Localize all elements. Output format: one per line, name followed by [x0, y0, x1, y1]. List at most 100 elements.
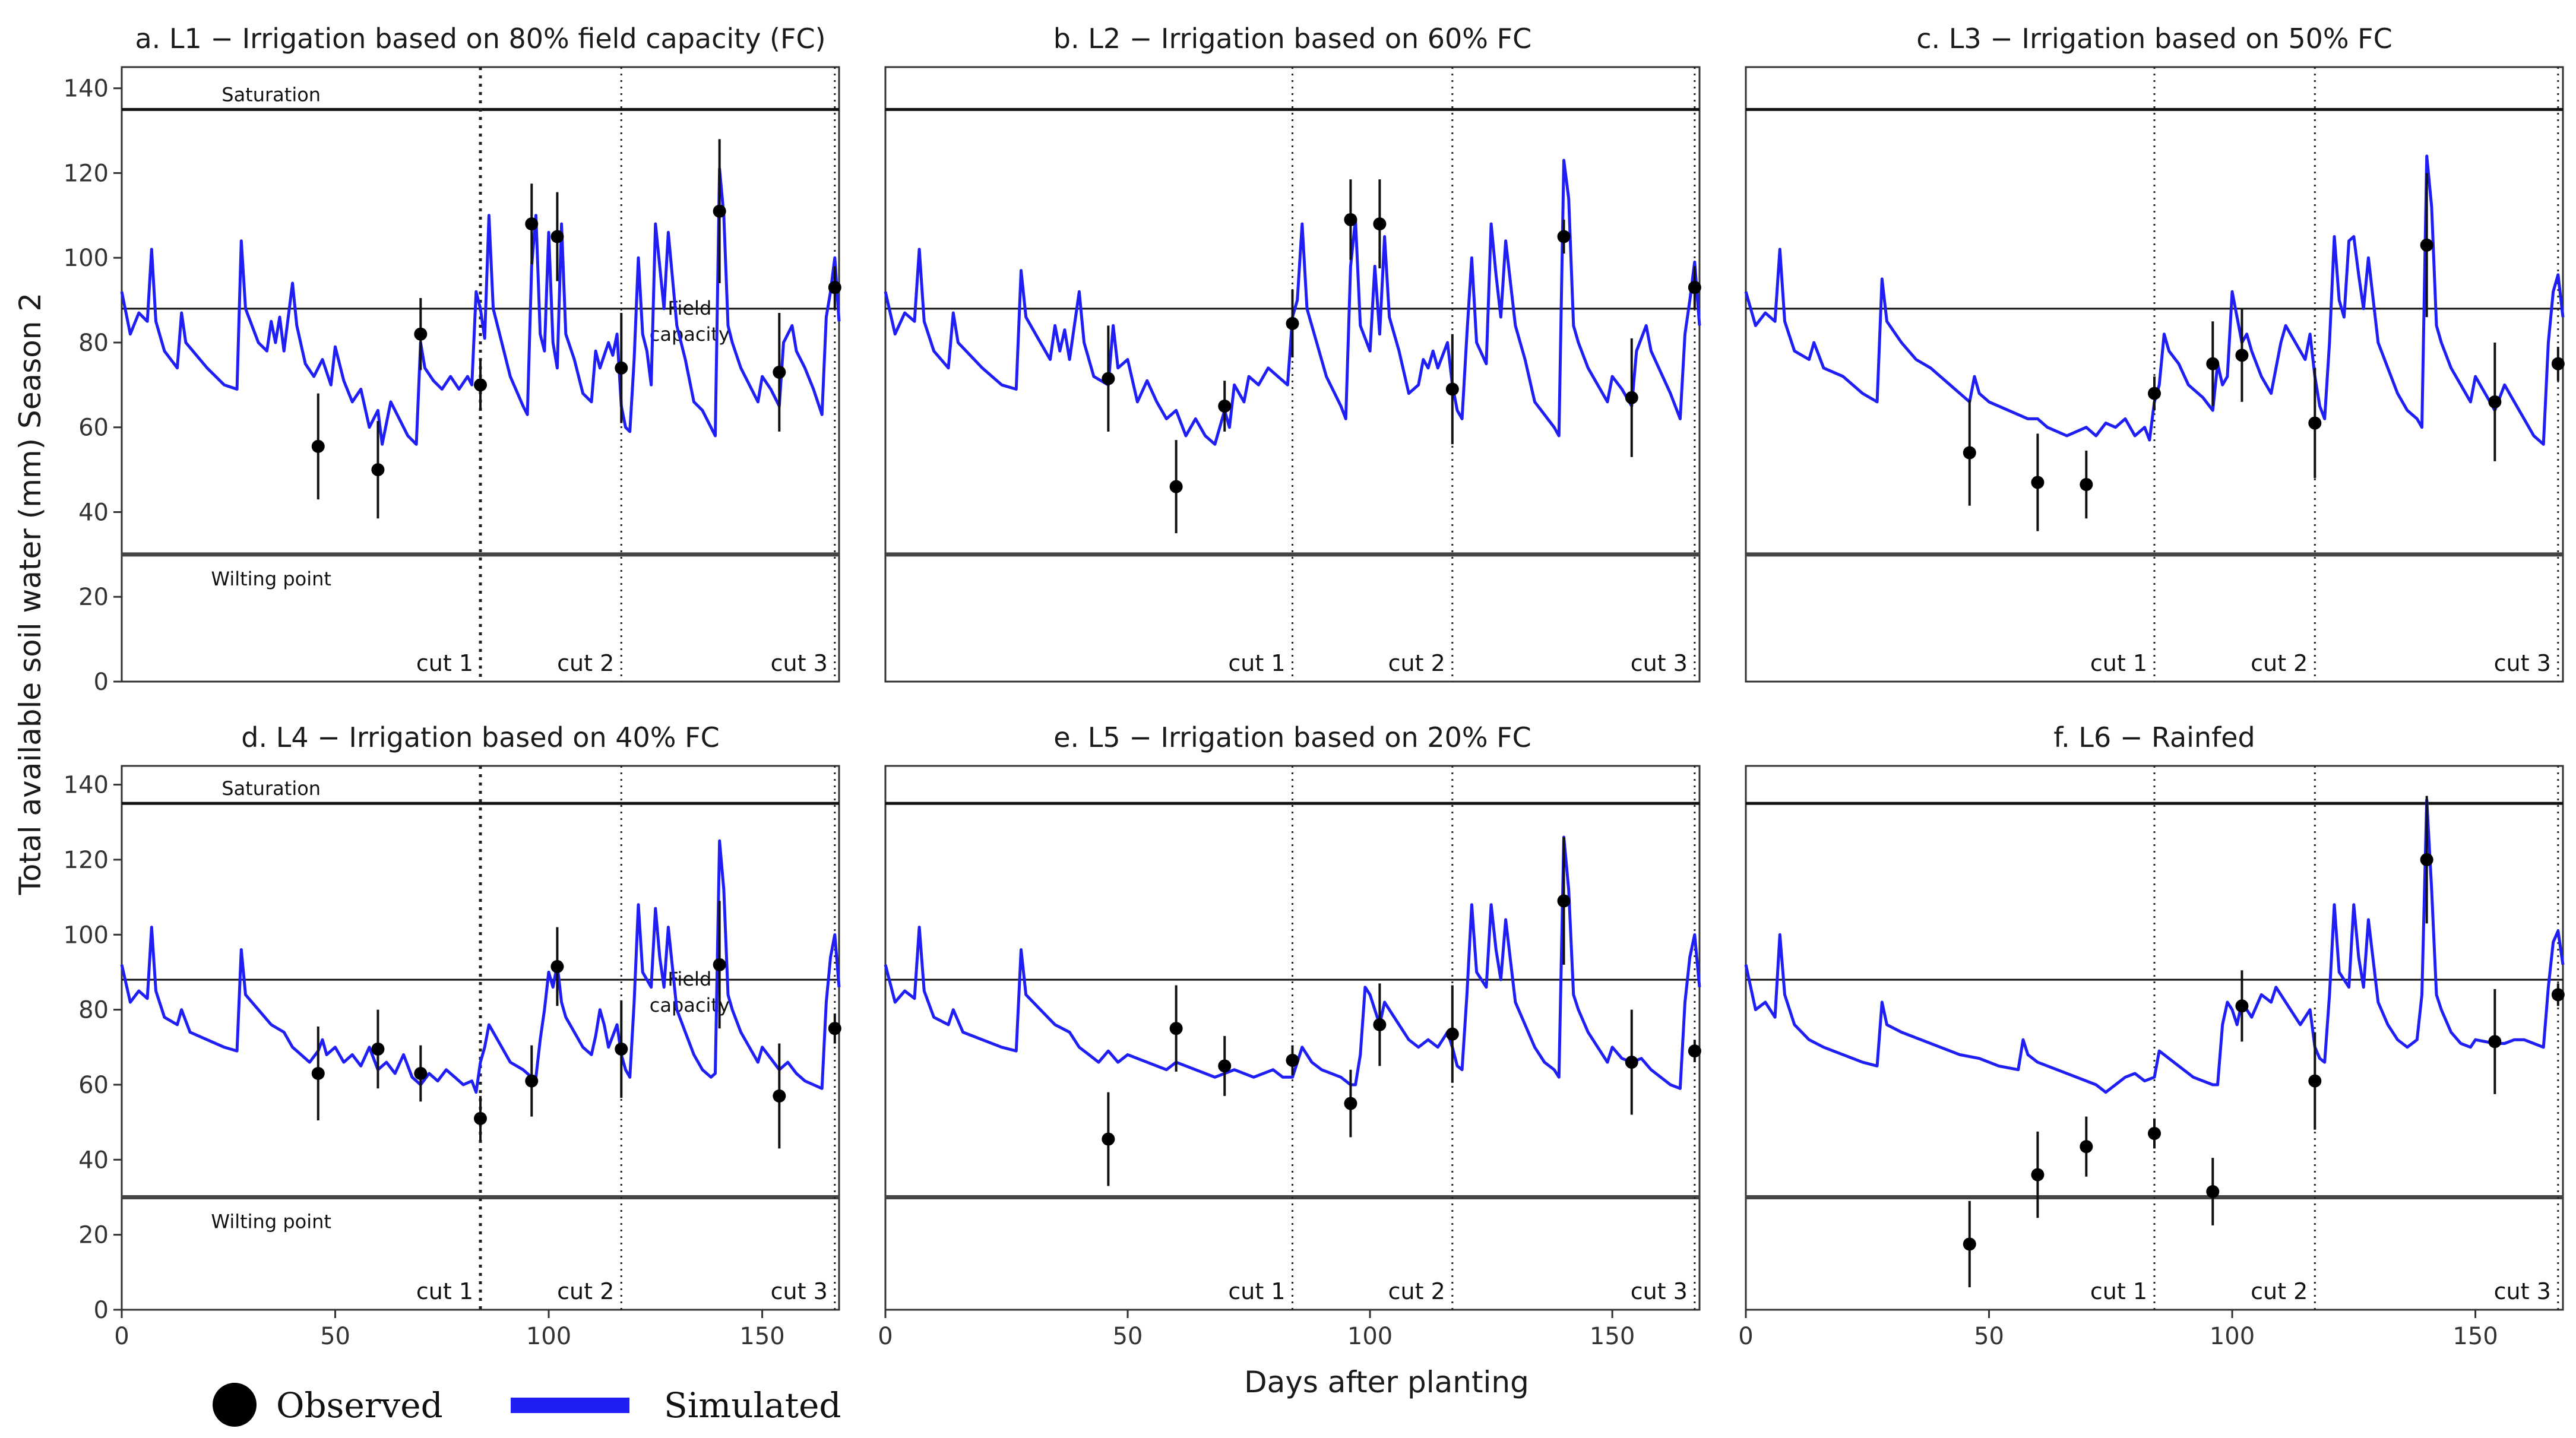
observed-point — [828, 281, 841, 294]
y-axis-label: Total available soil water (mm) Season 2 — [13, 293, 48, 895]
observed-point — [1445, 1027, 1459, 1041]
observed-point — [1625, 391, 1638, 404]
y-tick-label: 20 — [78, 1222, 109, 1249]
observed-point — [550, 959, 564, 973]
observed-point — [371, 463, 385, 477]
observed-point — [474, 378, 487, 392]
legend-observed-label: Observed — [276, 1385, 443, 1426]
observed-point — [474, 1111, 487, 1125]
observed-point — [1373, 1018, 1387, 1031]
cut-label: cut 2 — [1388, 650, 1445, 676]
observed-point — [1218, 1059, 1232, 1073]
observed-point — [1625, 1056, 1638, 1069]
panel-title: b. L2 − Irrigation based on 60% FC — [1053, 23, 1531, 55]
y-tick-label: 40 — [78, 499, 109, 526]
legend-simulated-swatch — [511, 1398, 629, 1413]
panel-1: a. L1 − Irrigation based on 80% field ca… — [64, 23, 841, 696]
simulated-line — [884, 159, 1701, 446]
observed-point — [1445, 382, 1459, 396]
panel-6: f. L6 − Rainfed 0 50 100 150 cut 1 cut 2 cut 3 — [1738, 721, 2565, 1350]
x-tick-label: 0 — [878, 1323, 893, 1350]
panel-4: d. L4 − Irrigation based on 40% FC 0 20 40 6… — [64, 721, 841, 1350]
observed-point — [2031, 1168, 2045, 1182]
observed-point — [2488, 395, 2502, 408]
y-tick-label: 80 — [78, 330, 109, 357]
observed-point — [2235, 349, 2249, 362]
cut-label: cut 1 — [2090, 1278, 2147, 1304]
observed-point — [2031, 476, 2045, 489]
observed-point — [525, 217, 539, 231]
observed-point — [1218, 400, 1232, 413]
cut-label: cut 3 — [2494, 650, 2551, 676]
observed-point — [2308, 416, 2322, 430]
observed-point — [311, 439, 325, 453]
panels: a. L1 − Irrigation based on 80% field ca… — [64, 23, 2565, 1350]
cut-label: cut 2 — [557, 1278, 614, 1304]
observed-point — [2080, 1140, 2093, 1154]
observed-point — [2148, 1127, 2161, 1141]
simulated-line — [120, 839, 841, 1094]
y-tick-label: 60 — [78, 1072, 109, 1099]
observed-point — [371, 1042, 385, 1056]
cut-label: cut 1 — [416, 1278, 473, 1304]
cut-label: cut 2 — [2251, 1278, 2308, 1304]
observed-point — [2235, 999, 2249, 1013]
observed-point — [2206, 357, 2220, 370]
wilting-point-label: Wilting point — [211, 568, 331, 590]
observed-point — [311, 1067, 325, 1081]
cut-label: cut 3 — [771, 650, 828, 676]
saturation-label: Saturation — [221, 83, 321, 106]
y-tick-label: 140 — [64, 772, 109, 799]
x-tick-label: 50 — [1974, 1323, 2004, 1350]
x-tick-label: 50 — [320, 1323, 350, 1350]
y-tick-label: 120 — [64, 847, 109, 874]
panel-title: d. L4 − Irrigation based on 40% FC — [241, 721, 719, 753]
x-tick-label: 150 — [739, 1323, 784, 1350]
observed-point — [414, 327, 428, 341]
panel-title: f. L6 − Rainfed — [2053, 721, 2255, 753]
panel-title: a. L1 − Irrigation based on 80% field ca… — [135, 23, 825, 55]
cut-label: cut 1 — [1228, 1278, 1285, 1304]
observed-point — [773, 365, 786, 379]
y-tick-label: 100 — [64, 245, 109, 272]
x-tick-label: 0 — [114, 1323, 129, 1350]
observed-point — [2308, 1074, 2322, 1088]
y-tick-label: 120 — [64, 160, 109, 187]
observed-point — [1557, 894, 1571, 908]
observed-point — [1102, 372, 1115, 385]
panel-2: b. L2 − Irrigation based on 60% FC cut 1 c… — [884, 23, 1701, 683]
y-tick-label: 40 — [78, 1146, 109, 1174]
x-tick-label: 0 — [1738, 1323, 1753, 1350]
observed-point — [2551, 988, 2565, 1002]
x-axis-label: Days after planting — [1244, 1365, 1529, 1399]
observed-point — [2148, 387, 2161, 400]
observed-point — [1688, 1044, 1701, 1058]
y-tick-label: 140 — [64, 75, 109, 103]
observed-point — [1102, 1132, 1115, 1146]
observed-point — [2420, 238, 2433, 252]
x-tick-label: 50 — [1113, 1323, 1143, 1350]
observed-point — [1688, 281, 1701, 294]
panel-title: e. L5 − Irrigation based on 20% FC — [1053, 721, 1531, 753]
simulated-line — [1744, 154, 2565, 446]
cut-label: cut 1 — [2090, 650, 2147, 676]
cut-label: cut 2 — [2251, 650, 2308, 676]
observed-point — [1169, 480, 1183, 493]
cut-label: cut 3 — [1631, 1278, 1688, 1304]
panel-title: c. L3 − Irrigation based on 50% FC — [1916, 23, 2393, 55]
observed-point — [1169, 1022, 1183, 1035]
observed-point — [550, 230, 564, 243]
observed-point — [615, 1042, 628, 1056]
panel-3: c. L3 − Irrigation based on 50% FC cut 1 c… — [1744, 23, 2565, 683]
x-tick-label: 150 — [2452, 1323, 2498, 1350]
x-tick-label: 150 — [1590, 1323, 1635, 1350]
panel-5: e. L5 − Irrigation based on 20% FC 0 50 100… — [878, 721, 1701, 1350]
cut-label: cut 3 — [2494, 1278, 2551, 1304]
observed-point — [828, 1022, 841, 1035]
x-tick-label: 100 — [526, 1323, 571, 1350]
observed-point — [1344, 1097, 1357, 1110]
observed-point — [525, 1074, 539, 1088]
plot-frame — [1745, 765, 2564, 1311]
observed-point — [1963, 1237, 1976, 1251]
